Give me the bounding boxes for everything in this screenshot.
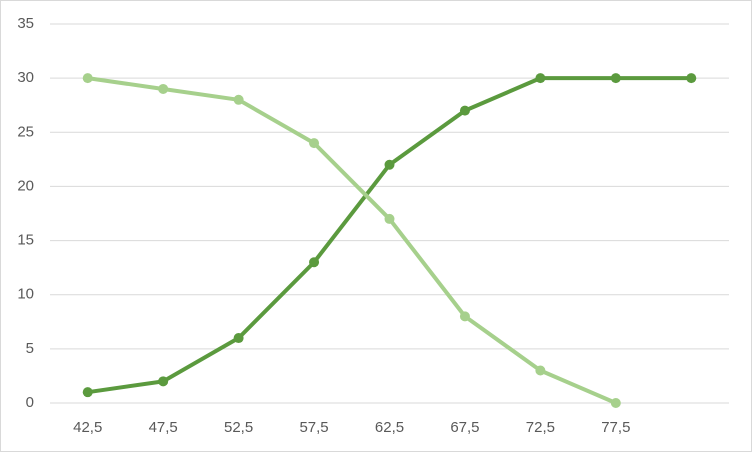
point xyxy=(459,105,470,116)
x-tick-label: 77,5 xyxy=(601,419,630,436)
y-tick-label: 15 xyxy=(17,232,34,249)
point xyxy=(384,159,395,170)
point xyxy=(233,333,244,344)
y-tick-label: 35 xyxy=(17,15,34,32)
y-tick-label: 0 xyxy=(26,394,34,411)
point xyxy=(686,73,697,84)
point xyxy=(535,365,546,376)
x-tick-label: 72,5 xyxy=(526,419,555,436)
point xyxy=(610,398,621,408)
x-tick-label: 47,5 xyxy=(149,419,178,436)
x-tick-label: 42,5 xyxy=(73,419,102,436)
point xyxy=(610,73,621,84)
point xyxy=(158,83,169,94)
point xyxy=(459,311,470,322)
point xyxy=(384,213,395,224)
y-tick-label: 10 xyxy=(17,286,34,303)
point xyxy=(535,73,546,84)
point xyxy=(158,376,169,387)
x-tick-label: 57,5 xyxy=(299,419,328,436)
point xyxy=(82,73,93,84)
point xyxy=(309,257,320,268)
point xyxy=(309,138,320,149)
point xyxy=(233,94,244,105)
y-tick-label: 20 xyxy=(17,177,34,194)
y-tick-label: 25 xyxy=(17,123,34,140)
y-tick-label: 30 xyxy=(17,69,34,86)
point xyxy=(82,387,93,398)
x-tick-label: 52,5 xyxy=(224,419,253,436)
x-tick-label: 67,5 xyxy=(450,419,479,436)
y-tick-label: 5 xyxy=(26,340,34,357)
series-line xyxy=(85,76,618,405)
x-tick-label: 62,5 xyxy=(375,419,404,436)
